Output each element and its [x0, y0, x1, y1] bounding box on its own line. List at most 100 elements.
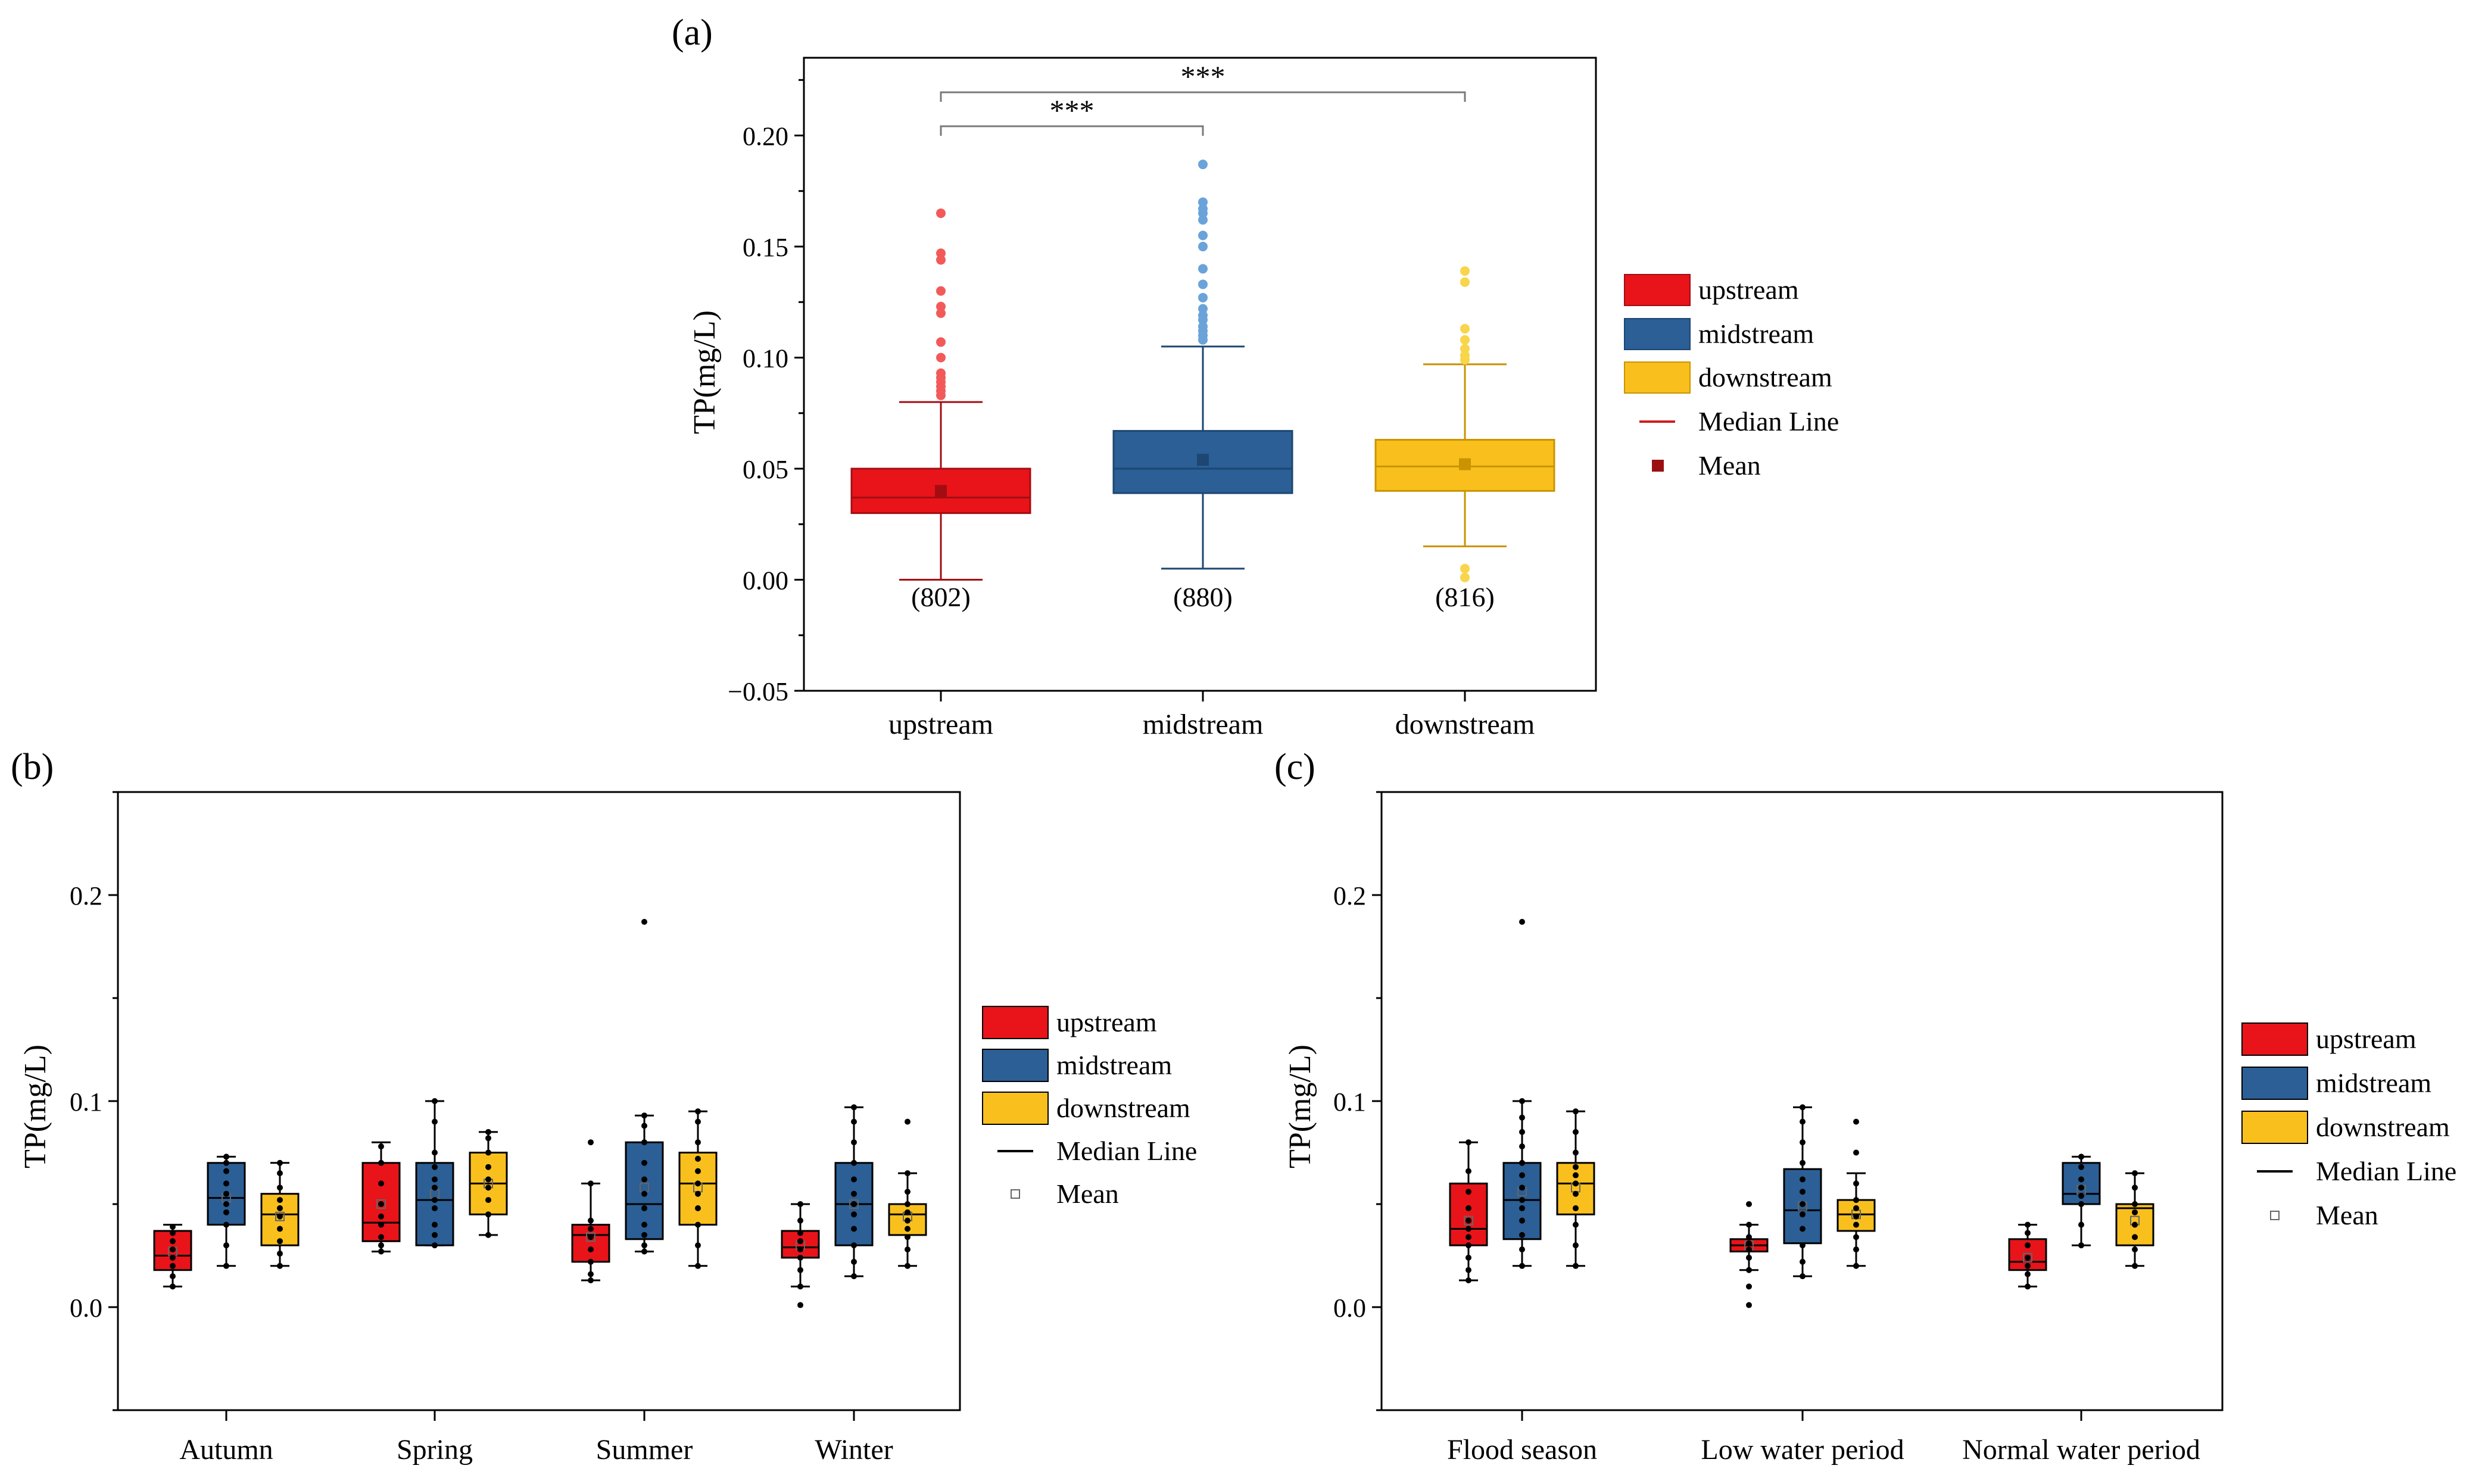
outlier-point-midstream — [1198, 304, 1208, 314]
data-point-upstream — [1465, 1226, 1471, 1232]
data-point-downstream — [905, 1118, 911, 1125]
data-point-midstream — [641, 1112, 647, 1119]
data-point-downstream — [695, 1242, 701, 1249]
data-point-upstream — [797, 1302, 803, 1308]
mean-marker-upstream — [1464, 1215, 1473, 1226]
x-tick-label-downstream: downstream — [1395, 709, 1535, 740]
data-point-midstream — [1519, 1217, 1525, 1224]
data-point-midstream — [2078, 1242, 2084, 1249]
data-point-midstream — [432, 1149, 438, 1156]
data-point-midstream — [1519, 1143, 1525, 1150]
data-point-midstream — [641, 1205, 647, 1211]
y-tick-label-b: 0.2 — [70, 881, 102, 911]
data-point-upstream — [1746, 1240, 1752, 1246]
data-point-downstream — [485, 1197, 491, 1204]
data-point-upstream — [1465, 1168, 1471, 1174]
y-axis-label-b: TP(mg/L) — [18, 1045, 52, 1168]
data-point-midstream — [851, 1139, 857, 1146]
legend-a: upstream midstream downstream Median Line Me… — [1624, 274, 1839, 481]
data-point-midstream — [223, 1159, 229, 1166]
legend-swatch-mean — [1011, 1189, 1020, 1199]
data-point-downstream — [277, 1184, 283, 1191]
outlier-point-upstream — [936, 301, 946, 311]
data-point-upstream — [2025, 1271, 2031, 1277]
box-downstream — [678, 1152, 718, 1226]
data-point-downstream — [2132, 1209, 2138, 1215]
data-point-upstream — [1465, 1267, 1471, 1273]
data-point-downstream — [485, 1211, 491, 1218]
data-point-upstream — [2025, 1262, 2031, 1269]
significance-bracket — [940, 125, 1204, 136]
legend-swatch-downstream — [1624, 361, 1691, 394]
data-point-midstream — [2078, 1201, 2084, 1207]
data-point-midstream — [223, 1262, 229, 1269]
data-point-upstream — [1465, 1277, 1471, 1284]
data-point-midstream — [851, 1190, 857, 1197]
x-tick-label-c: Low water period — [1701, 1434, 1904, 1466]
x-tick-label-upstream: upstream — [888, 709, 993, 740]
data-point-downstream — [905, 1226, 911, 1232]
data-point-midstream — [1519, 1197, 1525, 1204]
data-point-midstream — [1800, 1201, 1806, 1207]
data-point-midstream — [432, 1118, 438, 1125]
data-point-downstream — [485, 1149, 491, 1156]
data-point-midstream — [851, 1104, 857, 1111]
significance-bracket — [940, 91, 1466, 102]
plot-frame-a — [803, 57, 1597, 692]
data-point-midstream — [641, 1242, 647, 1249]
data-point-midstream — [1519, 1246, 1525, 1253]
data-point-downstream — [1853, 1205, 1859, 1211]
data-point-midstream — [1800, 1242, 1806, 1249]
outlier-point-midstream — [1198, 310, 1208, 320]
data-point-midstream — [851, 1201, 857, 1207]
data-point-downstream — [277, 1226, 283, 1232]
data-point-midstream — [432, 1197, 438, 1204]
data-point-upstream — [378, 1180, 384, 1187]
outlier-point-midstream — [1198, 230, 1208, 241]
data-point-midstream — [223, 1153, 229, 1160]
y-tick-label-b: 0.0 — [70, 1293, 102, 1323]
data-point-upstream — [378, 1248, 384, 1255]
legend-label: midstream — [1056, 1050, 1172, 1080]
data-point-midstream — [223, 1180, 229, 1187]
outlier-point-midstream — [1198, 322, 1208, 332]
data-point-downstream — [695, 1108, 701, 1115]
outlier-point-downstream — [1460, 277, 1470, 287]
data-point-downstream — [1573, 1205, 1579, 1211]
data-point-upstream — [797, 1238, 803, 1245]
data-point-downstream — [905, 1189, 911, 1195]
data-point-upstream — [588, 1139, 594, 1146]
data-point-upstream — [1465, 1217, 1471, 1224]
data-point-upstream — [1465, 1189, 1471, 1195]
legend-label: Median Line — [1698, 406, 1839, 437]
mean-marker-midstream — [1197, 454, 1209, 466]
data-point-upstream — [1465, 1139, 1471, 1146]
data-point-downstream — [485, 1164, 491, 1170]
panel-c: (c) TP(mg/L) 0.0 0.1 0.2 Flood season Low wa… — [1274, 747, 2456, 1466]
legend-c: upstream midstream downstream Median Line Me… — [2241, 1022, 2456, 1230]
data-point-downstream — [695, 1221, 701, 1228]
data-point-downstream — [695, 1139, 701, 1146]
data-point-midstream — [432, 1205, 438, 1211]
data-point-midstream — [432, 1184, 438, 1191]
data-point-midstream — [641, 1221, 647, 1228]
data-point-downstream — [695, 1155, 701, 1162]
data-point-upstream — [2025, 1221, 2031, 1228]
data-point-upstream — [170, 1230, 176, 1236]
legend-label: upstream — [1698, 275, 1799, 305]
data-point-downstream — [1573, 1221, 1579, 1228]
mean-marker-upstream — [586, 1232, 595, 1242]
data-point-downstream — [2132, 1184, 2138, 1191]
outlier-point-midstream — [1198, 279, 1208, 289]
legend-swatch-downstream — [982, 1092, 1049, 1125]
mean-marker-midstream — [849, 1199, 859, 1209]
data-point-downstream — [485, 1232, 491, 1238]
data-point-midstream — [851, 1242, 857, 1249]
data-point-downstream — [485, 1176, 491, 1183]
legend-swatch-midstream — [2241, 1067, 2308, 1100]
data-point-downstream — [1853, 1234, 1859, 1240]
data-point-midstream — [1519, 1172, 1525, 1179]
data-point-midstream — [223, 1168, 229, 1174]
data-point-downstream — [905, 1246, 911, 1253]
data-point-midstream — [2078, 1221, 2084, 1228]
